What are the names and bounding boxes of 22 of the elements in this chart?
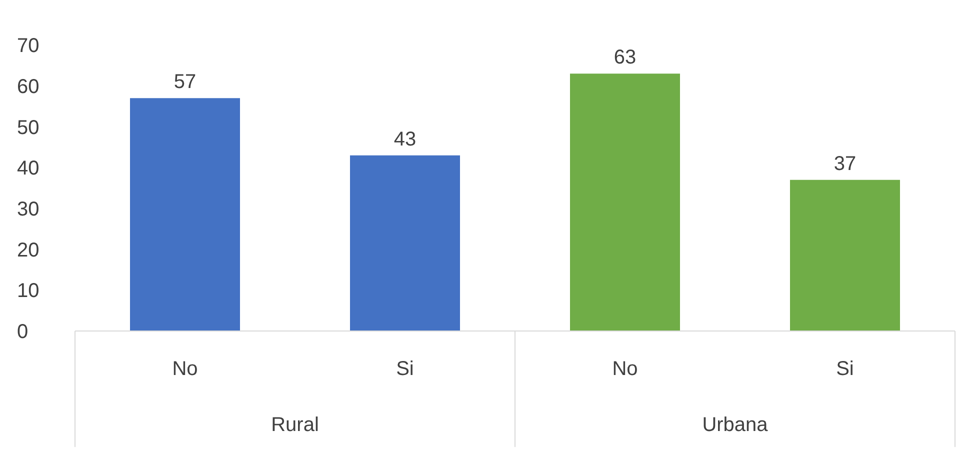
text: Urbana [702, 414, 769, 436]
y-tick-label: 40 [17, 158, 40, 180]
data-label: 37 [834, 152, 856, 175]
bar [570, 74, 680, 331]
bar [790, 180, 900, 331]
data-label: 43 [394, 128, 416, 150]
data-label: 57 [174, 71, 196, 94]
x-tick-label: Si [396, 358, 414, 380]
y-tick-label: 20 [17, 239, 40, 262]
bar [130, 98, 240, 331]
x-tick-label: Si [836, 358, 854, 380]
x-tick-label: No [612, 358, 638, 380]
text: Rural [271, 414, 319, 436]
y-tick-label: 30 [17, 198, 40, 221]
bar [350, 155, 460, 331]
y-tick-label: 70 [17, 35, 40, 58]
y-tick-label: 60 [17, 76, 40, 98]
y-tick-label: 50 [17, 116, 40, 139]
y-tick-label: 10 [17, 280, 40, 302]
data-label: 63 [614, 46, 636, 69]
y-tick-label: 0 [17, 321, 28, 344]
x-tick-label: No [172, 358, 198, 380]
